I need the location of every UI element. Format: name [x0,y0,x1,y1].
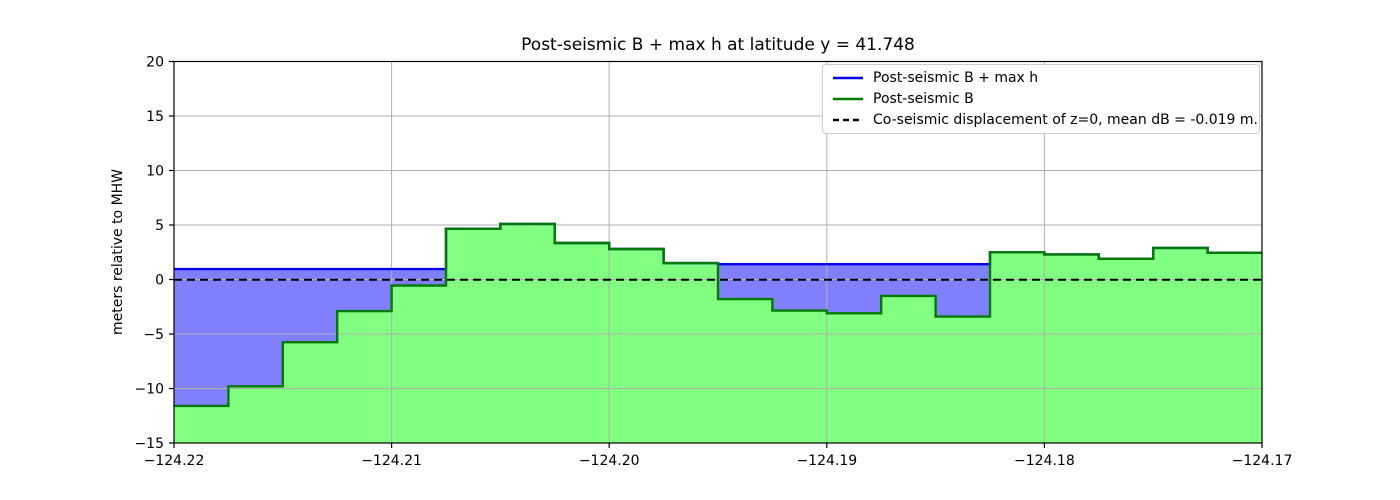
y-tick-label: 5 [155,218,164,234]
x-tick-label: −124.19 [796,453,857,469]
x-tick-label: −124.21 [361,453,422,469]
legend-item-b-plus-maxh: Post-seismic B + max h [833,68,1259,89]
y-tick-label: 20 [146,55,164,71]
legend-line-blue-icon [833,77,863,80]
y-tick-label: −10 [134,382,164,398]
legend-label: Post-seismic B [873,91,974,107]
legend-label: Co-seismic displacement of z=0, mean dB … [873,111,1258,128]
axes-spines [173,60,1263,444]
y-tick-label: 0 [155,273,164,289]
y-tick-label: −5 [143,327,164,343]
y-tick-label: 10 [146,164,164,180]
y-tick-label: 15 [146,109,164,125]
legend-label: Post-seismic B + max h [873,70,1039,87]
x-tick-label: −124.20 [579,453,640,469]
legend-item-b: Post-seismic B [833,89,1259,110]
legend-line-dashed-icon [833,118,863,121]
x-tick-label: −124.22 [144,453,205,469]
post-seismic-b-line [174,222,1262,408]
y-axis-label: meters relative to MHW [110,168,126,336]
y-tick-label: −15 [134,436,164,452]
legend-item-coseismic: Co-seismic displacement of z=0, mean dB … [833,109,1259,130]
x-tick-label: −124.17 [1232,453,1293,469]
chart-title: Post-seismic B + max h at latitude y = 4… [521,35,915,55]
x-tick-label: −124.18 [1014,453,1075,469]
legend: Post-seismic B + max h Post-seismic B Co… [822,64,1260,134]
legend-line-green-icon [833,97,863,101]
